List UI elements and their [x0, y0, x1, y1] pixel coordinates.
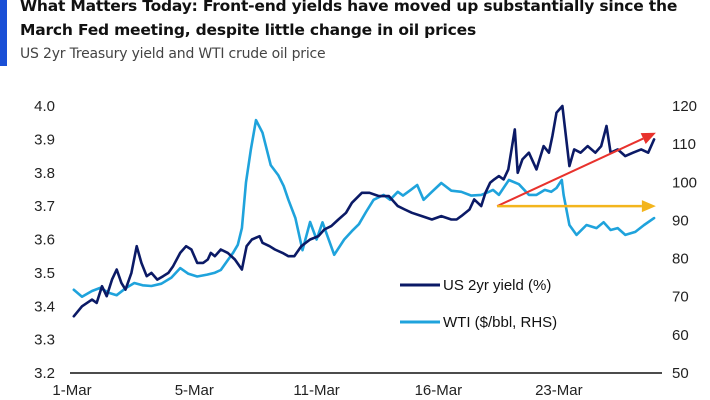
yield-trend-arrowhead — [640, 132, 656, 145]
series-line-wti — [72, 118, 656, 299]
legend: US 2yr yield (%) WTI ($/bbl, RHS) — [400, 277, 557, 331]
left-tick-label: 3.5 — [34, 265, 55, 282]
right-tick-label: 90 — [672, 212, 689, 229]
annotation-layer — [496, 132, 656, 213]
left-axis-ticks: 3.2 3.3 3.4 3.5 3.6 3.7 3.8 3.9 4.0 — [34, 98, 55, 382]
chart-title: What Matters Today: Front-end yields hav… — [20, 0, 678, 39]
left-tick-label: 3.2 — [34, 365, 55, 382]
right-tick-label: 70 — [672, 289, 689, 306]
right-tick-label: 50 — [672, 365, 689, 382]
x-axis-ticks: 1-Mar 5-Mar 11-Mar 16-Mar 23-Mar — [52, 382, 582, 399]
left-tick-label: 3.6 — [34, 232, 55, 249]
right-axis-ticks: 50 60 70 80 90 100 110 120 — [672, 98, 697, 382]
x-tick-label: 1-Mar — [52, 382, 91, 399]
x-tick-label: 11-Mar — [293, 382, 339, 399]
x-tick-label: 16-Mar — [415, 382, 463, 399]
title-accent-bar — [0, 0, 7, 66]
left-tick-label: 3.9 — [34, 131, 55, 148]
left-tick-label: 3.8 — [34, 165, 55, 182]
series-layer — [72, 104, 656, 318]
left-tick-label: 4.0 — [34, 98, 55, 115]
right-tick-label: 120 — [672, 98, 697, 115]
legend-label-us2yr: US 2yr yield (%) — [443, 277, 551, 294]
legend-label-wti: WTI ($/bbl, RHS) — [443, 314, 557, 331]
series-line-us2yr — [72, 104, 656, 318]
left-tick-label: 3.3 — [34, 332, 55, 349]
right-tick-label: 110 — [672, 136, 696, 153]
left-tick-label: 3.4 — [34, 298, 55, 315]
left-tick-label: 3.7 — [34, 198, 55, 215]
x-tick-label: 5-Mar — [175, 382, 214, 399]
chart-subtitle: US 2yr Treasury yield and WTI crude oil … — [20, 46, 326, 62]
right-tick-label: 60 — [672, 327, 689, 344]
right-tick-label: 80 — [672, 251, 689, 268]
x-tick-label: 23-Mar — [535, 382, 583, 399]
yield-trend-arrow — [496, 137, 644, 208]
oil-flat-arrowhead — [641, 200, 656, 213]
right-tick-label: 100 — [672, 174, 697, 191]
